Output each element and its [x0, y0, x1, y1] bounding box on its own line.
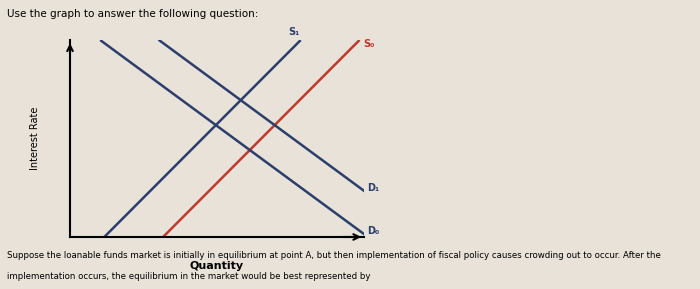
Text: Suppose the loanable funds market is initially in equilibrium at point A, but th: Suppose the loanable funds market is ini… — [7, 251, 661, 260]
Text: S₁: S₁ — [288, 27, 300, 37]
Text: implementation occurs, the equilibrium in the market would be best represented b: implementation occurs, the equilibrium i… — [7, 272, 370, 281]
Text: D₁: D₁ — [367, 183, 379, 193]
Text: Use the graph to answer the following question:: Use the graph to answer the following qu… — [7, 9, 258, 19]
Text: Interest Rate: Interest Rate — [29, 107, 40, 171]
Text: D₀: D₀ — [367, 226, 379, 236]
Text: Quantity: Quantity — [190, 262, 244, 271]
Text: S₀: S₀ — [363, 39, 374, 49]
